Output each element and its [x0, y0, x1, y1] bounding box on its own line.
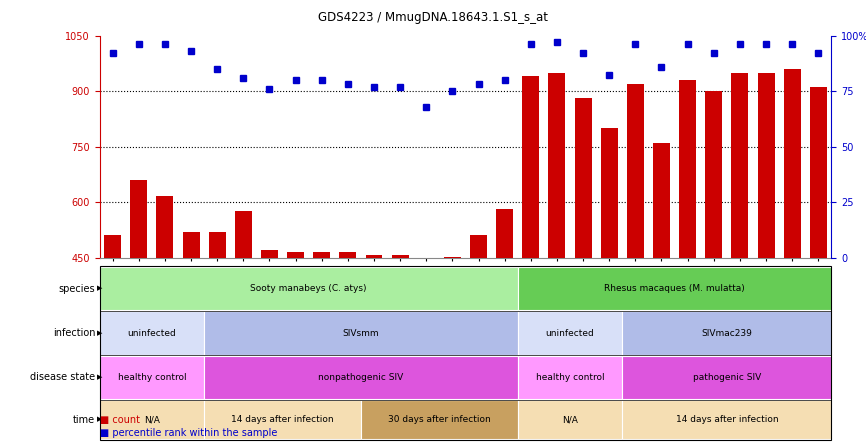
Bar: [548, 72, 565, 258]
Text: SIVmac239: SIVmac239: [701, 329, 753, 337]
Text: species: species: [59, 284, 95, 293]
Text: time: time: [73, 415, 95, 424]
Bar: [732, 72, 748, 258]
Bar: [391, 254, 409, 258]
Bar: [784, 69, 801, 258]
Text: 30 days after infection: 30 days after infection: [388, 415, 491, 424]
Text: healthy control: healthy control: [118, 373, 186, 382]
Bar: [365, 254, 383, 258]
Bar: [444, 257, 461, 258]
Text: GDS4223 / MmugDNA.18643.1.S1_s_at: GDS4223 / MmugDNA.18643.1.S1_s_at: [318, 11, 548, 24]
Text: uninfected: uninfected: [127, 329, 177, 337]
Text: Rhesus macaques (M. mulatta): Rhesus macaques (M. mulatta): [604, 284, 745, 293]
Text: healthy control: healthy control: [536, 373, 604, 382]
Bar: [810, 87, 827, 258]
Text: ▶: ▶: [97, 330, 102, 336]
Bar: [574, 99, 591, 258]
Bar: [496, 210, 514, 258]
Bar: [261, 250, 278, 258]
Bar: [653, 143, 670, 258]
Bar: [601, 128, 617, 258]
Bar: [130, 180, 147, 258]
Text: ■ percentile rank within the sample: ■ percentile rank within the sample: [100, 428, 277, 438]
Text: uninfected: uninfected: [546, 329, 594, 337]
Text: ▶: ▶: [97, 374, 102, 381]
Bar: [705, 91, 722, 258]
Bar: [235, 211, 252, 258]
Text: disease state: disease state: [30, 373, 95, 382]
Text: SIVsmm: SIVsmm: [343, 329, 379, 337]
Text: 14 days after infection: 14 days after infection: [675, 415, 779, 424]
Bar: [288, 252, 304, 258]
Bar: [183, 232, 199, 258]
Bar: [104, 235, 121, 258]
Bar: [209, 232, 226, 258]
Text: N/A: N/A: [144, 415, 160, 424]
Bar: [313, 252, 330, 258]
Text: N/A: N/A: [562, 415, 578, 424]
Bar: [679, 80, 696, 258]
Text: ▶: ▶: [97, 416, 102, 423]
Text: infection: infection: [53, 328, 95, 338]
Bar: [522, 76, 540, 258]
Bar: [470, 235, 487, 258]
Text: ▶: ▶: [97, 285, 102, 292]
Text: pathogenic SIV: pathogenic SIV: [693, 373, 761, 382]
Text: nonpathogenic SIV: nonpathogenic SIV: [319, 373, 404, 382]
Text: ■ count: ■ count: [100, 415, 139, 424]
Bar: [339, 252, 357, 258]
Text: 14 days after infection: 14 days after infection: [231, 415, 334, 424]
Bar: [758, 72, 774, 258]
Bar: [627, 83, 643, 258]
Bar: [157, 196, 173, 258]
Text: Sooty manabeys (C. atys): Sooty manabeys (C. atys): [250, 284, 367, 293]
